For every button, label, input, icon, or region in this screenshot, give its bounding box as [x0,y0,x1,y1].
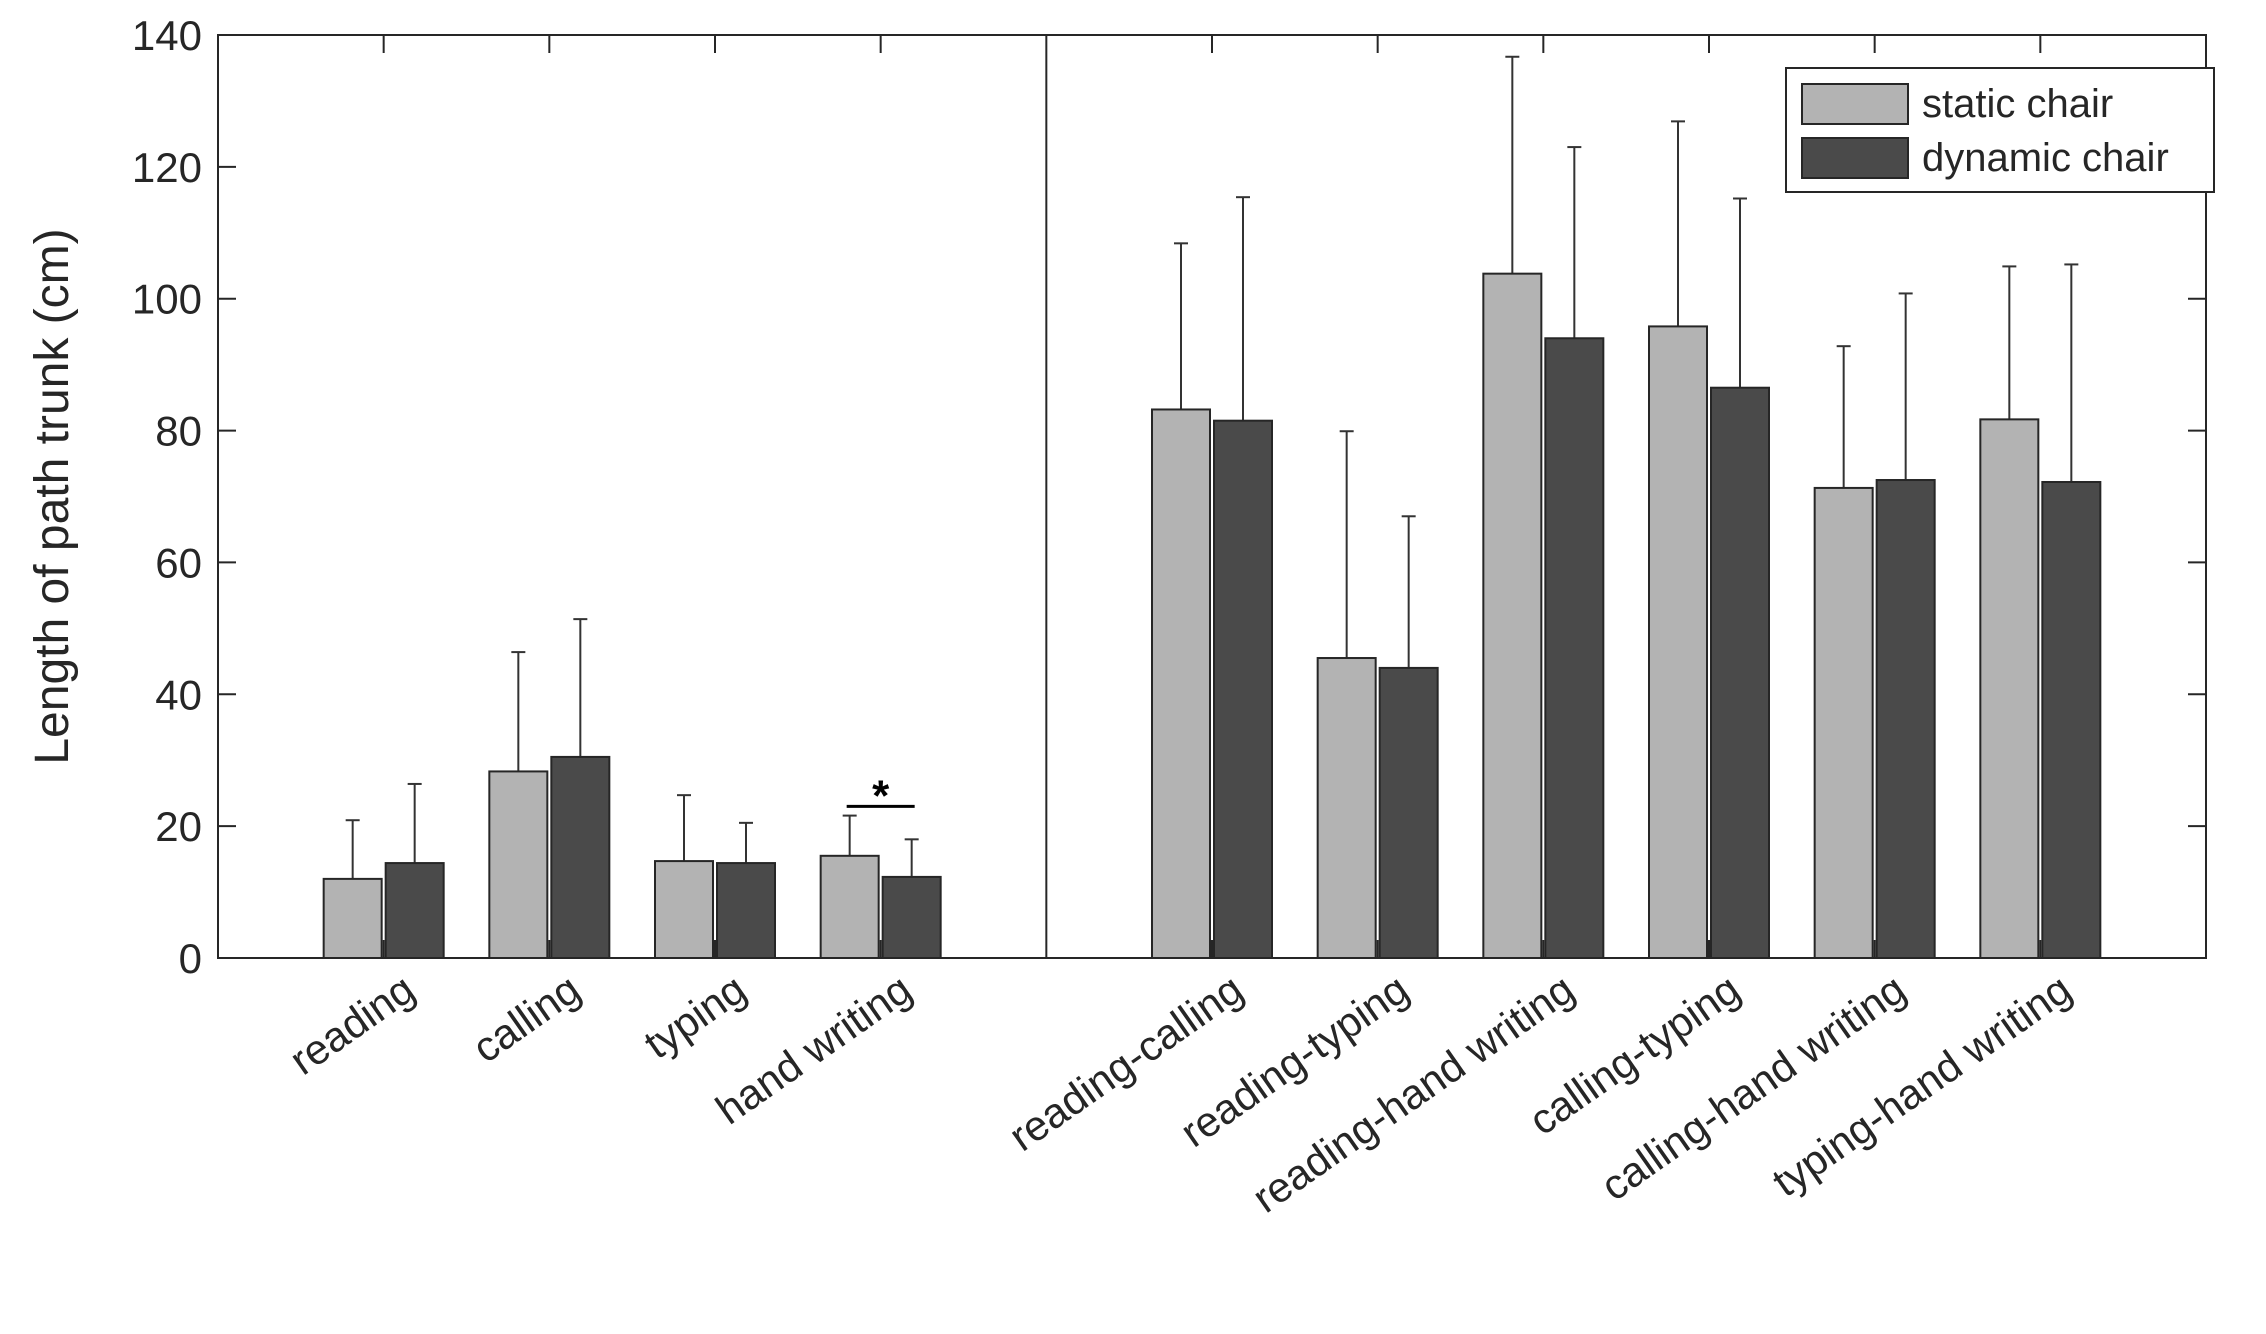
y-axis-label: Length of path trunk (cm) [26,228,79,764]
x-tick-label: calling-hand writing [1592,965,1913,1210]
bar-dynamic-chair [2041,480,2102,959]
bar-static-chair [322,877,383,960]
y-tick-label: 80 [155,408,202,455]
bar-dynamic-chair [1378,666,1439,960]
bar-static-chair [654,860,714,960]
y-tick-label: 40 [155,671,202,718]
bar-dynamic-chair [550,755,611,959]
legend-label: static chair [1922,82,2113,126]
x-tick-label: typing-hand writing [1764,965,2080,1206]
bar-static-chair [1979,418,2040,959]
x-tick-label: typing [635,965,754,1068]
y-tick-label: 140 [132,12,202,59]
bar-static-chair [1151,408,1211,959]
bar-dynamic-chair [1710,386,1770,960]
bar-static-chair [1648,325,1708,959]
bar-dynamic-chair [1544,337,1605,959]
bar-dynamic-chair [384,862,445,960]
bar-dynamic-chair [1875,479,1936,959]
bar-dynamic-chair [1213,419,1273,959]
x-tick-label: reading [281,965,423,1084]
bar-dynamic-chair [716,862,776,960]
legend-label: dynamic chair [1922,136,2169,180]
legend-swatch [1801,137,1909,179]
bar-static-chair [1813,486,1874,959]
bar-static-chair [1482,272,1543,959]
bar-static-chair [819,854,880,960]
y-tick-label: 100 [132,276,202,323]
significance-marker: * [872,771,890,820]
bar-dynamic-chair [881,875,942,959]
y-tick-label: 60 [155,539,202,586]
bar-static-chair [1316,657,1377,960]
y-tick-label: 20 [155,803,202,850]
y-tick-label: 0 [179,935,202,982]
x-tick-label: calling [464,965,589,1072]
y-tick-label: 120 [132,144,202,191]
legend-swatch [1801,83,1909,125]
bar-static-chair [488,770,549,959]
